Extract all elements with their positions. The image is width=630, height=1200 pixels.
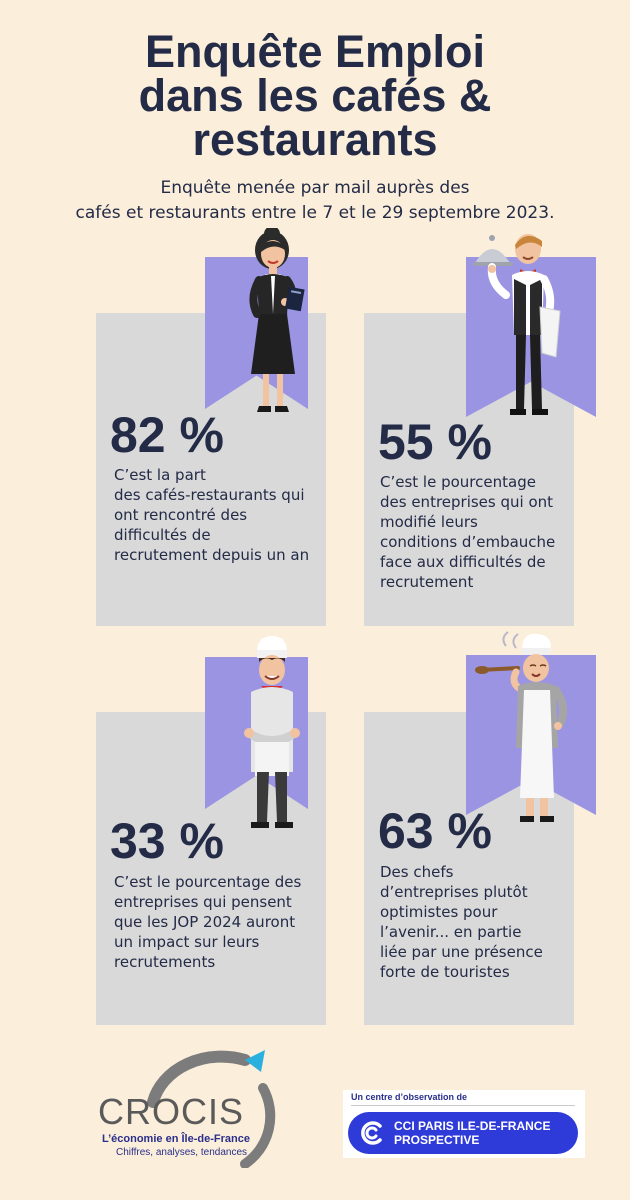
stat-description-4: Des chefs d’entreprises plutôt optimiste… [380, 862, 543, 982]
stat-description-line: face aux difficultés de [380, 553, 546, 571]
stat-description-line: un impact sur leurs [114, 933, 260, 951]
page-subtitle: Enquête menée par mail auprès des cafés … [0, 176, 630, 226]
chef-tasting-icon [475, 631, 568, 822]
stat-description-line: C’est le pourcentage [380, 473, 536, 491]
stat-description-2: C’est le pourcentage des entreprises qui… [380, 472, 555, 592]
cci-logo-icon [361, 1121, 382, 1145]
cci-name: CCI PARIS ILE-DE-FRANCE PROSPECTIVE [394, 1119, 576, 1147]
stat-description-line: l’avenir... en partie [380, 923, 522, 941]
waitress-icon [249, 228, 305, 412]
stat-description-line: optimistes pour [380, 903, 498, 921]
stat-description-line: des entreprises qui ont [380, 493, 554, 511]
stat-description-line: C’est le pourcentage des [114, 873, 302, 891]
stat-value-4: 63 % [378, 803, 492, 859]
stat-description-line: C’est la part [114, 466, 206, 484]
stat-description-line: modifié leurs [380, 513, 478, 531]
stat-description-line: conditions d’embauche [380, 533, 556, 551]
stat-description-line: forte de touristes [380, 963, 510, 981]
crocis-logo-icon [147, 1050, 276, 1168]
stat-value-1: 82 % [110, 407, 224, 463]
stat-description-line: recrutements [114, 953, 216, 971]
title-line: dans les cafés & [138, 70, 492, 121]
stat-description-3: C’est le pourcentage des entreprises qui… [114, 872, 301, 972]
stat-description-line: Des chefs [380, 863, 454, 881]
title-line: restaurants [192, 114, 438, 165]
stat-value-2: 55 % [378, 414, 492, 470]
cci-caption: Un centre d’observation de [351, 1092, 468, 1102]
crocis-tagline: L’économie en Île-de-France [102, 1133, 250, 1145]
stat-description-1: C’est la part des cafés-restaurants qui … [114, 465, 309, 565]
stat-value-3: 33 % [110, 813, 224, 869]
crocis-subline: Chiffres, analyses, tendances [116, 1147, 248, 1158]
waiter-icon [473, 234, 561, 415]
cci-logo-block: Un centre d’observation de CCI PARIS ILE… [343, 1090, 585, 1158]
cci-divider [351, 1105, 575, 1106]
page-title: Enquête Emploi dans les cafés & restaura… [0, 26, 630, 165]
stat-description-line: recrutement [380, 573, 474, 591]
stat-description-line: entreprises qui pensent [114, 893, 292, 911]
stat-description-line: d’entreprises plutôt [380, 883, 528, 901]
cci-name-line: PROSPECTIVE [394, 1133, 480, 1147]
cci-name-line: CCI PARIS ILE-DE-FRANCE [394, 1119, 551, 1133]
crocis-name: CROCIS [98, 1091, 245, 1132]
stat-description-line: difficultés de [114, 526, 211, 544]
title-line: Enquête Emploi [144, 26, 486, 77]
stat-description-line: recrutement depuis un an [114, 546, 310, 564]
stat-description-line: des cafés-restaurants qui [114, 486, 305, 504]
subtitle-line: Enquête menée par mail auprès des [160, 178, 470, 198]
stat-description-line: liée par une présence [380, 943, 543, 961]
stat-description-line: ont rencontré des [114, 506, 248, 524]
stat-description-line: que les JOP 2024 auront [114, 913, 296, 931]
cci-badge: CCI PARIS ILE-DE-FRANCE PROSPECTIVE [348, 1112, 578, 1154]
cook-icon [244, 636, 300, 828]
subtitle-line: cafés et restaurants entre le 7 et le 29… [75, 203, 555, 223]
